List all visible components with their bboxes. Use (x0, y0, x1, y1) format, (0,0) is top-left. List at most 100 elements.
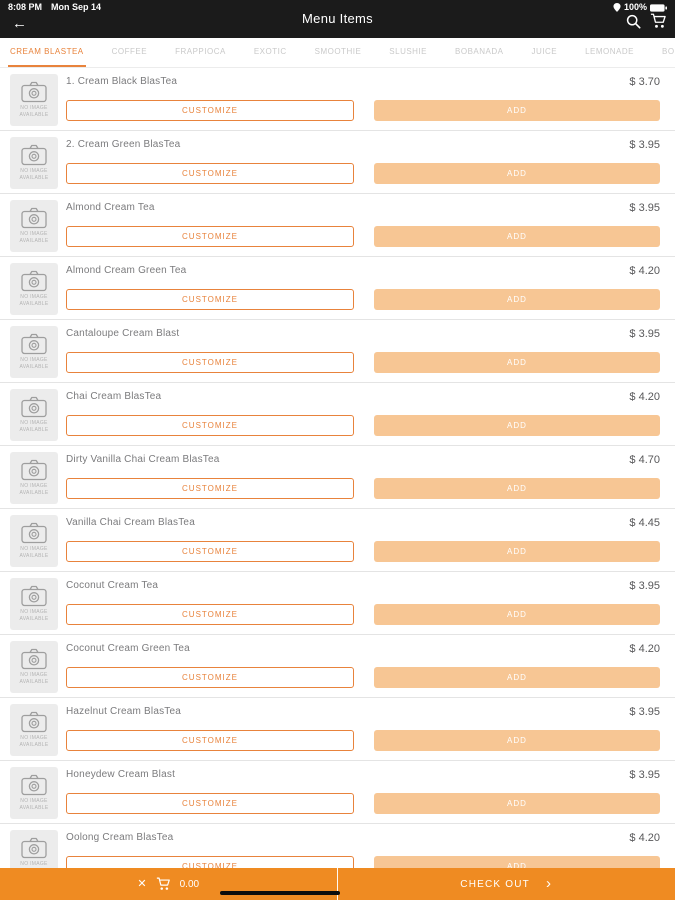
checkout-button[interactable]: CHECK OUT › (338, 868, 675, 900)
menu-item-list: NO IMAGE AVAILABLE 1. Cream Black BlasTea… (0, 68, 675, 887)
item-price: $ 4.45 (629, 517, 660, 529)
item-price: $ 4.20 (629, 832, 660, 844)
add-button[interactable]: ADD (374, 730, 660, 751)
add-button[interactable]: ADD (374, 415, 660, 436)
tab-coffee[interactable]: COFFEE (111, 47, 148, 56)
add-button[interactable]: ADD (374, 289, 660, 310)
camera-icon (21, 396, 47, 418)
add-button[interactable]: ADD (374, 163, 660, 184)
tab-smoothie[interactable]: SMOOTHIE (314, 47, 362, 56)
tab-cream-blastea[interactable]: CREAM BLASTEA (8, 38, 86, 67)
item-name: Almond Cream Tea (66, 202, 155, 213)
customize-button[interactable]: CUSTOMIZE (66, 226, 354, 247)
tab-slushie[interactable]: SLUSHIE (389, 47, 428, 56)
checkout-bar: ✕ 0.00 CHECK OUT › (0, 868, 675, 900)
add-button[interactable]: ADD (374, 352, 660, 373)
customize-button[interactable]: CUSTOMIZE (66, 100, 354, 121)
customize-button[interactable]: CUSTOMIZE (66, 667, 354, 688)
item-price: $ 4.20 (629, 643, 660, 655)
camera-icon (21, 648, 47, 670)
item-price: $ 3.95 (629, 328, 660, 340)
camera-icon (21, 585, 47, 607)
item-name: Coconut Cream Tea (66, 580, 159, 591)
menu-item-row: NO IMAGE AVAILABLE 1. Cream Black BlasTea… (0, 68, 675, 131)
category-tabs: CREAM BLASTEA COFFEE FRAPPIOCA EXOTIC SMOOTH… (0, 38, 675, 68)
location-icon (613, 3, 621, 12)
item-name: Cantaloupe Cream Blast (66, 328, 180, 339)
add-button[interactable]: ADD (374, 226, 660, 247)
item-name: Almond Cream Green Tea (66, 265, 187, 276)
item-name: Dirty Vanilla Chai Cream BlasTea (66, 454, 220, 465)
customize-button[interactable]: CUSTOMIZE (66, 289, 354, 310)
customize-button[interactable]: CUSTOMIZE (66, 541, 354, 562)
camera-icon (21, 459, 47, 481)
back-button[interactable]: ← (12, 15, 27, 32)
search-icon[interactable] (626, 14, 641, 29)
menu-item-row: NO IMAGE AVAILABLE Almond Cream Green Tea… (0, 257, 675, 320)
menu-item-row: NO IMAGE AVAILABLE Vanilla Chai Cream Bla… (0, 509, 675, 572)
checkout-label: CHECK OUT (460, 878, 530, 890)
clear-cart-icon[interactable]: ✕ (137, 877, 147, 890)
tab-frappioca[interactable]: FRAPPIOCA (175, 47, 226, 56)
customize-button[interactable]: CUSTOMIZE (66, 793, 354, 814)
add-button[interactable]: ADD (374, 541, 660, 562)
menu-item-row: NO IMAGE AVAILABLE Coconut Cream Tea $ 3.… (0, 572, 675, 635)
add-button[interactable]: ADD (374, 604, 660, 625)
tab-lemonade[interactable]: LEMONADE (585, 47, 635, 56)
menu-item-row: NO IMAGE AVAILABLE Cantaloupe Cream Blast… (0, 320, 675, 383)
cart-icon (156, 877, 170, 890)
cart-summary[interactable]: ✕ 0.00 (0, 868, 338, 900)
customize-button[interactable]: CUSTOMIZE (66, 478, 354, 499)
page-title: Menu Items (302, 11, 373, 26)
item-name: 2. Cream Green BlasTea (66, 139, 181, 150)
customize-button[interactable]: CUSTOMIZE (66, 352, 354, 373)
menu-item-row: NO IMAGE AVAILABLE Chai Cream BlasTea $ 4… (0, 383, 675, 446)
item-price: $ 3.70 (629, 76, 660, 88)
add-button[interactable]: ADD (374, 667, 660, 688)
item-name: Vanilla Chai Cream BlasTea (66, 517, 195, 528)
menu-item-row: NO IMAGE AVAILABLE Almond Cream Tea $ 3.9… (0, 194, 675, 257)
add-button[interactable]: ADD (374, 478, 660, 499)
battery-percent: 100% (623, 2, 647, 12)
item-name: Oolong Cream BlasTea (66, 832, 174, 843)
add-button[interactable]: ADD (374, 100, 660, 121)
customize-button[interactable]: CUSTOMIZE (66, 415, 354, 436)
tab-bobanada[interactable]: BOBANADA (455, 47, 504, 56)
status-date: Mon Sep 14 (51, 2, 102, 12)
customize-button[interactable]: CUSTOMIZE (66, 163, 354, 184)
camera-icon (21, 711, 47, 733)
app-header: 8:08 PM Mon Sep 14 100% ← Menu Items (0, 0, 675, 38)
tab-exotic[interactable]: EXOTIC (253, 47, 287, 56)
item-name: Honeydew Cream Blast (66, 769, 176, 780)
item-price: $ 3.95 (629, 139, 660, 151)
menu-item-row: NO IMAGE AVAILABLE Honeydew Cream Blast $… (0, 761, 675, 824)
add-button[interactable]: ADD (374, 793, 660, 814)
home-indicator[interactable] (220, 891, 340, 895)
customize-button[interactable]: CUSTOMIZE (66, 730, 354, 751)
customize-button[interactable]: CUSTOMIZE (66, 604, 354, 625)
cart-total: 0.00 (179, 878, 200, 890)
menu-item-row: NO IMAGE AVAILABLE Dirty Vanilla Chai Cre… (0, 446, 675, 509)
tab-juice[interactable]: JUICE (531, 47, 558, 56)
item-name: 1. Cream Black BlasTea (66, 76, 178, 87)
cart-icon[interactable] (650, 13, 667, 29)
tab-boba-mai[interactable]: BOBA MAI (662, 47, 675, 56)
item-price: $ 3.95 (629, 769, 660, 781)
